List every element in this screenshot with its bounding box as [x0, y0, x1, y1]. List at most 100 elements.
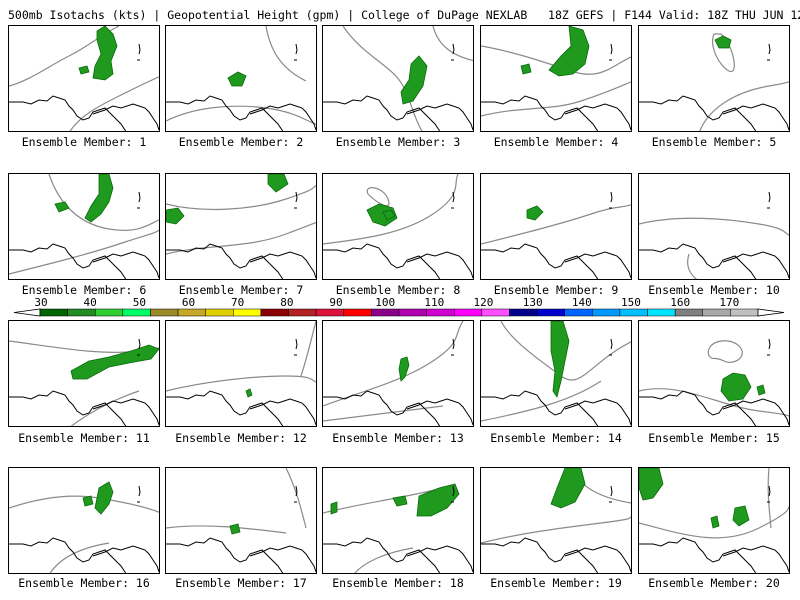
colorbar-tick-label: 70	[231, 296, 244, 309]
coastline	[481, 95, 599, 131]
coastline	[137, 338, 141, 356]
map-canvas	[639, 33, 789, 131]
isotach-area	[639, 468, 664, 501]
ensemble-member-3-map	[322, 25, 474, 132]
isotach-area	[82, 495, 94, 507]
colorbar-tick-label: 120	[474, 296, 494, 309]
height-contour	[323, 174, 459, 245]
isotach-area	[78, 65, 90, 75]
coastline	[323, 243, 441, 279]
ensemble-member-18-label: Ensemble Member: 18	[332, 576, 464, 590]
height-contour	[166, 184, 316, 211]
ensemble-member-14-label: Ensemble Member: 14	[490, 431, 622, 445]
map-canvas	[166, 174, 316, 279]
ensemble-member-16-label: Ensemble Member: 16	[18, 576, 150, 590]
ensemble-member-11-label: Ensemble Member: 11	[18, 431, 150, 445]
coastline	[9, 390, 127, 426]
coastline	[166, 95, 284, 131]
coastline	[166, 537, 284, 573]
coastline	[406, 251, 473, 279]
map-canvas	[9, 26, 159, 131]
isotach-area	[416, 483, 460, 517]
coastline	[9, 243, 127, 279]
map-canvas	[481, 26, 631, 131]
coastline	[406, 545, 473, 573]
colorbar-swatch	[426, 308, 455, 317]
ensemble-member-7-map	[165, 173, 317, 280]
ensemble-member-20-map	[638, 467, 790, 574]
height-contour	[166, 375, 316, 392]
colorbar-swatch	[315, 308, 345, 317]
ensemble-member-1-label: Ensemble Member: 1	[21, 135, 147, 149]
isotach-area	[94, 481, 114, 515]
height-contour	[300, 321, 316, 377]
colorbar-swatch	[150, 308, 179, 317]
height-contour	[166, 525, 287, 534]
coastline	[249, 251, 316, 279]
colorbar-swatch	[94, 308, 124, 317]
coastline	[451, 191, 455, 209]
isotach-area	[550, 321, 570, 398]
coastline	[564, 545, 631, 573]
ensemble-member-9-label: Ensemble Member: 9	[493, 283, 619, 297]
ensemble-member-17-label: Ensemble Member: 17	[175, 576, 307, 590]
ensemble-member-2-map	[165, 25, 317, 132]
coastline	[249, 398, 316, 426]
coastline	[9, 537, 127, 573]
map-canvas	[166, 321, 316, 426]
isotach-area	[714, 35, 732, 49]
coastline	[564, 251, 631, 279]
colorbar-swatch	[730, 308, 759, 317]
height-contour	[707, 340, 743, 363]
colorbar-tick-label: 60	[182, 296, 195, 309]
colorbar-tick-label: 100	[375, 296, 395, 309]
coastline	[722, 398, 789, 426]
colorbar-tick-label: 150	[621, 296, 641, 309]
isotach-area	[520, 63, 532, 75]
height-contour	[166, 105, 316, 125]
ensemble-member-4-label: Ensemble Member: 4	[493, 135, 619, 149]
colorbar-swatch	[509, 308, 538, 317]
isotach-area	[229, 523, 241, 535]
height-contour	[265, 26, 307, 82]
coastline	[722, 545, 789, 573]
coastline	[609, 43, 613, 61]
ensemble-member-5-label: Ensemble Member: 5	[651, 135, 777, 149]
coastline	[481, 243, 599, 279]
colorbar-tick-label: 130	[523, 296, 543, 309]
map-canvas	[323, 174, 473, 279]
colorbar-swatch	[647, 308, 676, 317]
coastline	[249, 545, 316, 573]
isotach-area	[382, 209, 396, 221]
ensemble-member-17-map	[165, 467, 317, 574]
ensemble-member-1-map	[8, 25, 160, 132]
coastline	[137, 191, 141, 209]
colorbar-tick-label: 110	[424, 296, 444, 309]
colorbar-swatch	[453, 308, 483, 317]
colorbar-swatch	[288, 308, 317, 317]
ensemble-member-14-map	[480, 320, 632, 427]
isotach-area	[54, 201, 70, 213]
height-contour	[285, 468, 307, 529]
colorbar-tick-label: 40	[84, 296, 97, 309]
height-contour	[48, 174, 159, 231]
height-contour	[699, 81, 789, 131]
ensemble-member-18-map	[322, 467, 474, 574]
coastline	[249, 103, 316, 131]
height-contour	[354, 547, 414, 573]
ensemble-member-8-map	[322, 173, 474, 280]
isotach-area	[227, 71, 247, 87]
colorbar-swatch	[536, 308, 565, 317]
isotach-area	[392, 495, 408, 507]
colorbar-swatch	[205, 308, 234, 317]
isotach-area	[366, 203, 398, 227]
map-canvas	[639, 338, 789, 426]
colorbar-swatch	[398, 308, 427, 317]
map-canvas	[323, 483, 473, 573]
ensemble-member-12-map	[165, 320, 317, 427]
isotach-area	[550, 468, 586, 509]
ensemble-member-2-label: Ensemble Member: 2	[178, 135, 304, 149]
map-canvas	[481, 321, 631, 426]
colorbar-swatch	[39, 308, 68, 317]
ensemble-member-5-map	[638, 25, 790, 132]
